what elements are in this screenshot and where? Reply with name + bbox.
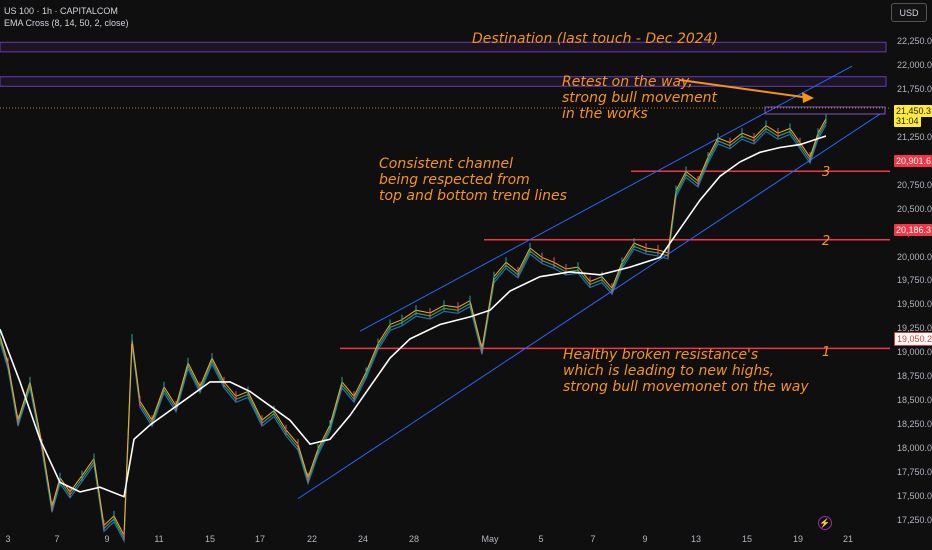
- x-tick-label: 5: [538, 534, 544, 544]
- y-tick-label: 19,250.0: [897, 323, 932, 334]
- y-tick-label: 17,500.0: [897, 490, 932, 501]
- target-zone-2: [0, 76, 887, 87]
- ema-50-line: [0, 135, 827, 498]
- y-tick-label: 22,000.0: [897, 60, 932, 71]
- x-tick-label: 24: [357, 534, 369, 544]
- retest-arrow-head: [802, 92, 814, 103]
- indicator-label[interactable]: EMA Cross (8, 14, 50, 2, close): [4, 18, 129, 28]
- x-tick-label: 17: [254, 534, 266, 544]
- price-label: 20,901.6: [894, 155, 932, 167]
- level-label-1: 1: [822, 345, 831, 360]
- annotation-destination: Destination (last touch - Dec 2024): [472, 31, 719, 47]
- annotation-resistance: Healthy broken resistance's which is lea…: [563, 347, 809, 395]
- y-tick-label: 17,750.0: [897, 466, 932, 477]
- y-tick-label: 18,750.0: [897, 371, 932, 382]
- lightning-icon[interactable]: ⚡: [818, 516, 832, 530]
- price-label: 21,450.3: [894, 105, 932, 117]
- channel-lower-line: [297, 113, 881, 500]
- level-label-3: 3: [822, 165, 831, 180]
- price-label: 31:04: [894, 115, 921, 127]
- y-tick-label: 19,000.0: [897, 347, 932, 358]
- retest-box: [764, 106, 886, 115]
- x-tick-label: 15: [741, 534, 753, 544]
- y-tick-label: 20,500.0: [897, 203, 932, 214]
- price-line: [0, 118, 827, 537]
- x-tick-label: May: [481, 534, 499, 544]
- x-tick-label: 7: [54, 534, 60, 544]
- symbol-title: US 100 · 1h · CAPITALCOM: [4, 6, 118, 16]
- y-tick-label: 19,500.0: [897, 299, 932, 310]
- y-tick-label: 18,000.0: [897, 442, 932, 453]
- y-tick-label: 17,250.0: [897, 514, 932, 525]
- annotation-retest: Retest on the way, strong bull movement …: [562, 74, 718, 122]
- x-tick-label: 28: [408, 534, 420, 544]
- x-tick-label: 21: [842, 534, 854, 544]
- x-tick-label: 19: [792, 534, 804, 544]
- y-tick-label: 20,750.0: [897, 179, 932, 190]
- currency-button[interactable]: USD: [891, 3, 927, 22]
- y-tick-label: 22,250.0: [897, 36, 932, 47]
- level-label-2: 2: [822, 234, 831, 249]
- x-tick-label: 15: [204, 534, 216, 544]
- y-tick-label: 18,250.0: [897, 418, 932, 429]
- x-tick-label: 7: [590, 534, 596, 544]
- y-tick-label: 19,750.0: [897, 275, 932, 286]
- y-tick-label: 21,750.0: [897, 84, 932, 95]
- x-tick-label: 3: [5, 534, 11, 544]
- x-tick-label: 22: [306, 534, 318, 544]
- price-label: 19,050.2: [894, 332, 932, 346]
- retest-arrow: [679, 79, 811, 99]
- price-label: 20,186.3: [894, 224, 932, 236]
- annotation-channel: Consistent channel being respected from …: [379, 156, 567, 204]
- y-tick-label: 20,000.0: [897, 251, 932, 262]
- y-tick-label: 21,250.0: [897, 131, 932, 142]
- target-zone-1: [0, 41, 887, 53]
- x-tick-label: 9: [104, 534, 110, 544]
- channel-upper-line: [359, 65, 853, 332]
- x-tick-label: 11: [154, 534, 164, 544]
- x-tick-label: 9: [642, 534, 648, 544]
- y-tick-label: 18,500.0: [897, 395, 932, 406]
- x-tick-label: 13: [690, 534, 702, 544]
